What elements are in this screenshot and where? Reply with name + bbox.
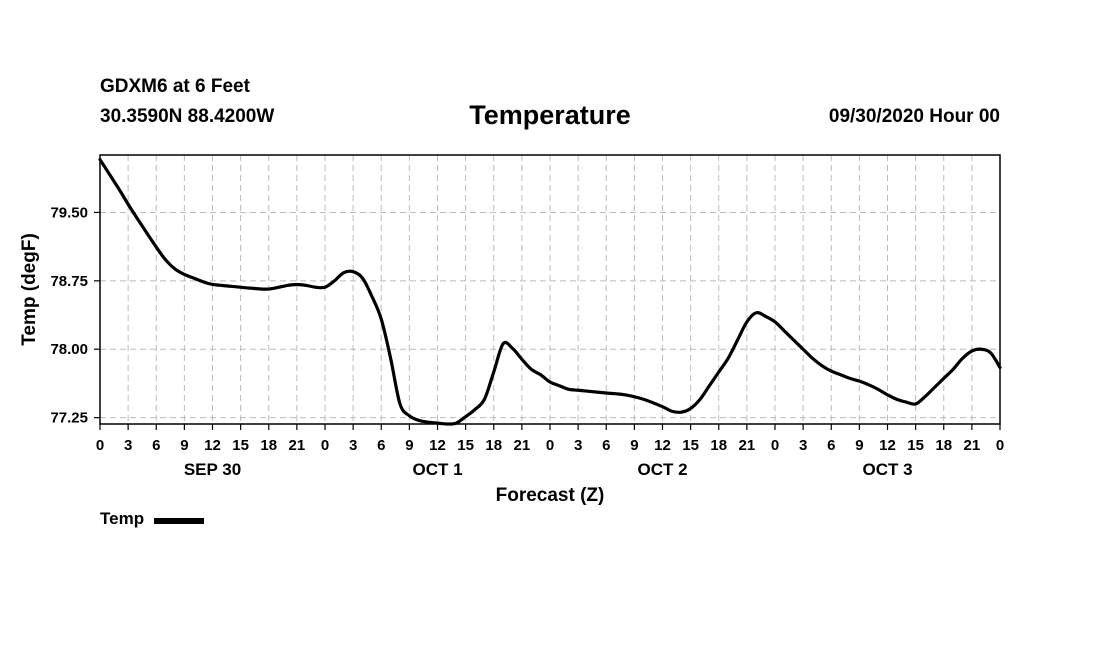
station-label: GDXM6 at 6 Feet (100, 76, 250, 97)
x-tick-label: 3 (124, 437, 132, 454)
legend-label: Temp (100, 509, 145, 528)
x-tick-label: 0 (96, 437, 104, 454)
x-tick-label: 6 (827, 437, 835, 454)
x-tick-label: 9 (630, 437, 638, 454)
x-tick-label: 3 (799, 437, 807, 454)
day-label: OCT 2 (637, 460, 687, 479)
x-tick-label: 0 (321, 437, 329, 454)
x-tick-label: 6 (152, 437, 160, 454)
day-label: OCT 3 (862, 460, 912, 479)
x-tick-label: 0 (771, 437, 779, 454)
x-tick-label: 6 (602, 437, 610, 454)
x-tick-label: 12 (429, 437, 446, 454)
day-label: OCT 1 (412, 460, 462, 479)
x-tick-label: 0 (996, 437, 1004, 454)
x-tick-label: 15 (232, 437, 249, 454)
series-line-temp (98, 157, 1002, 426)
x-tick-label: 12 (204, 437, 221, 454)
legend-line-swatch (154, 517, 205, 524)
x-tick-label: 21 (514, 437, 531, 454)
x-axis-title: Forecast (Z) (496, 485, 605, 506)
x-tick-label: 12 (654, 437, 671, 454)
x-tick-label: 18 (935, 437, 952, 454)
x-tick-label: 15 (682, 437, 699, 454)
x-tick-label: 15 (457, 437, 474, 454)
x-tick-label: 18 (260, 437, 277, 454)
forecast-datetime: 09/30/2020 Hour 00 (828, 106, 1000, 127)
x-tick-label: 21 (739, 437, 756, 454)
x-tick-label: 3 (574, 437, 582, 454)
x-tick-label: 9 (855, 437, 863, 454)
y-tick-label: 79.50 (50, 204, 88, 221)
x-tick-label: 18 (485, 437, 502, 454)
x-tick-label: 21 (289, 437, 306, 454)
x-tick-label: 0 (546, 437, 554, 454)
x-tick-label: 9 (405, 437, 413, 454)
x-tick-label: 15 (907, 437, 924, 454)
x-tick-label: 21 (964, 437, 981, 454)
chart-title: Temperature (469, 100, 631, 130)
x-tick-label: 9 (180, 437, 188, 454)
x-tick-label: 12 (879, 437, 896, 454)
y-tick-label: 78.00 (50, 341, 88, 358)
y-tick-label: 77.25 (50, 410, 88, 427)
day-label: SEP 30 (184, 460, 241, 479)
coordinates-label: 30.3590N 88.4200W (100, 106, 275, 127)
x-tick-label: 18 (710, 437, 727, 454)
y-axis-title: Temp (degF) (19, 233, 40, 346)
x-tick-label: 3 (349, 437, 357, 454)
legend: Temp (100, 509, 205, 529)
x-tick-label: 6 (377, 437, 385, 454)
y-tick-label: 78.75 (50, 273, 88, 290)
